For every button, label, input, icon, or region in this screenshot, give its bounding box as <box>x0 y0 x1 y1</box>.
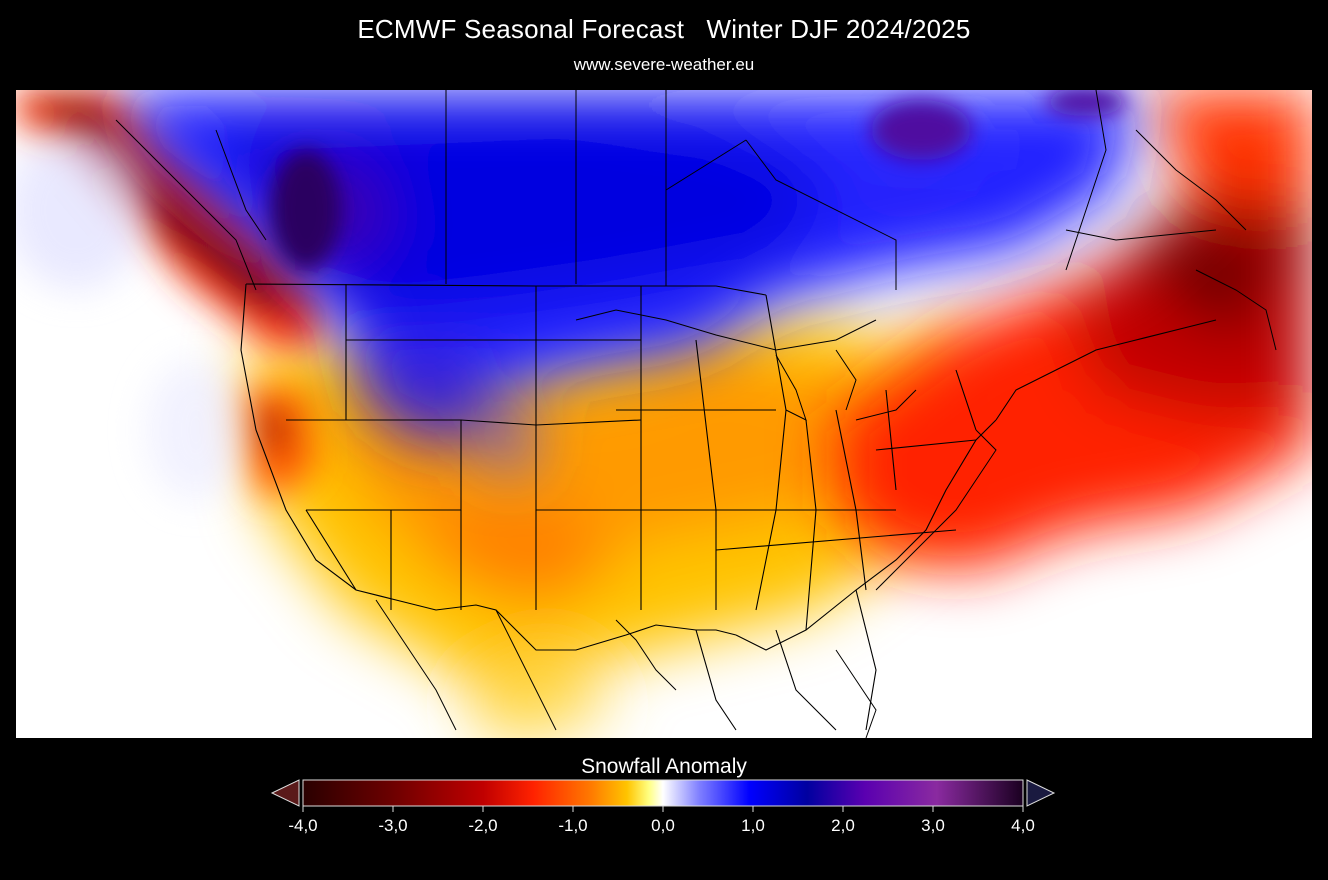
strong-dry-anomaly-field <box>836 90 1312 570</box>
coastlines <box>115 90 1277 738</box>
colorbar-ticks <box>302 806 1024 812</box>
wet-anomaly-core <box>271 90 1126 270</box>
colorbar-tick-label: 3,0 <box>921 816 945 835</box>
colorbar-tick-label: -3,0 <box>378 816 408 835</box>
colorbar-tick-label: -1,0 <box>558 816 588 835</box>
colorbar-tick-label: -2,0 <box>468 816 498 835</box>
colorbar-tick-label: 1,0 <box>741 816 765 835</box>
colorbar-tick-label: 0,0 <box>651 816 675 835</box>
colorbar-tick-label: -4,0 <box>288 816 318 835</box>
canada-borders <box>215 90 1217 290</box>
map-subtitle: www.severe-weather.eu <box>573 55 755 74</box>
anomaly-map <box>16 90 1312 738</box>
colorbar-gradient <box>302 779 1024 807</box>
colorbar-tick-label: 4,0 <box>1011 816 1035 835</box>
transition-zone <box>16 130 246 500</box>
map-title: ECMWF Seasonal Forecast Winter DJF 2024/… <box>357 14 971 44</box>
colorbar-low-arrow <box>270 779 300 807</box>
colorbar-high-arrow <box>1026 779 1056 807</box>
anomaly-map-canvas <box>16 90 1312 738</box>
state-borders <box>240 283 1217 731</box>
legend-title: Snowfall Anomaly <box>581 755 747 778</box>
colorbar-tick-label: 2,0 <box>831 816 855 835</box>
